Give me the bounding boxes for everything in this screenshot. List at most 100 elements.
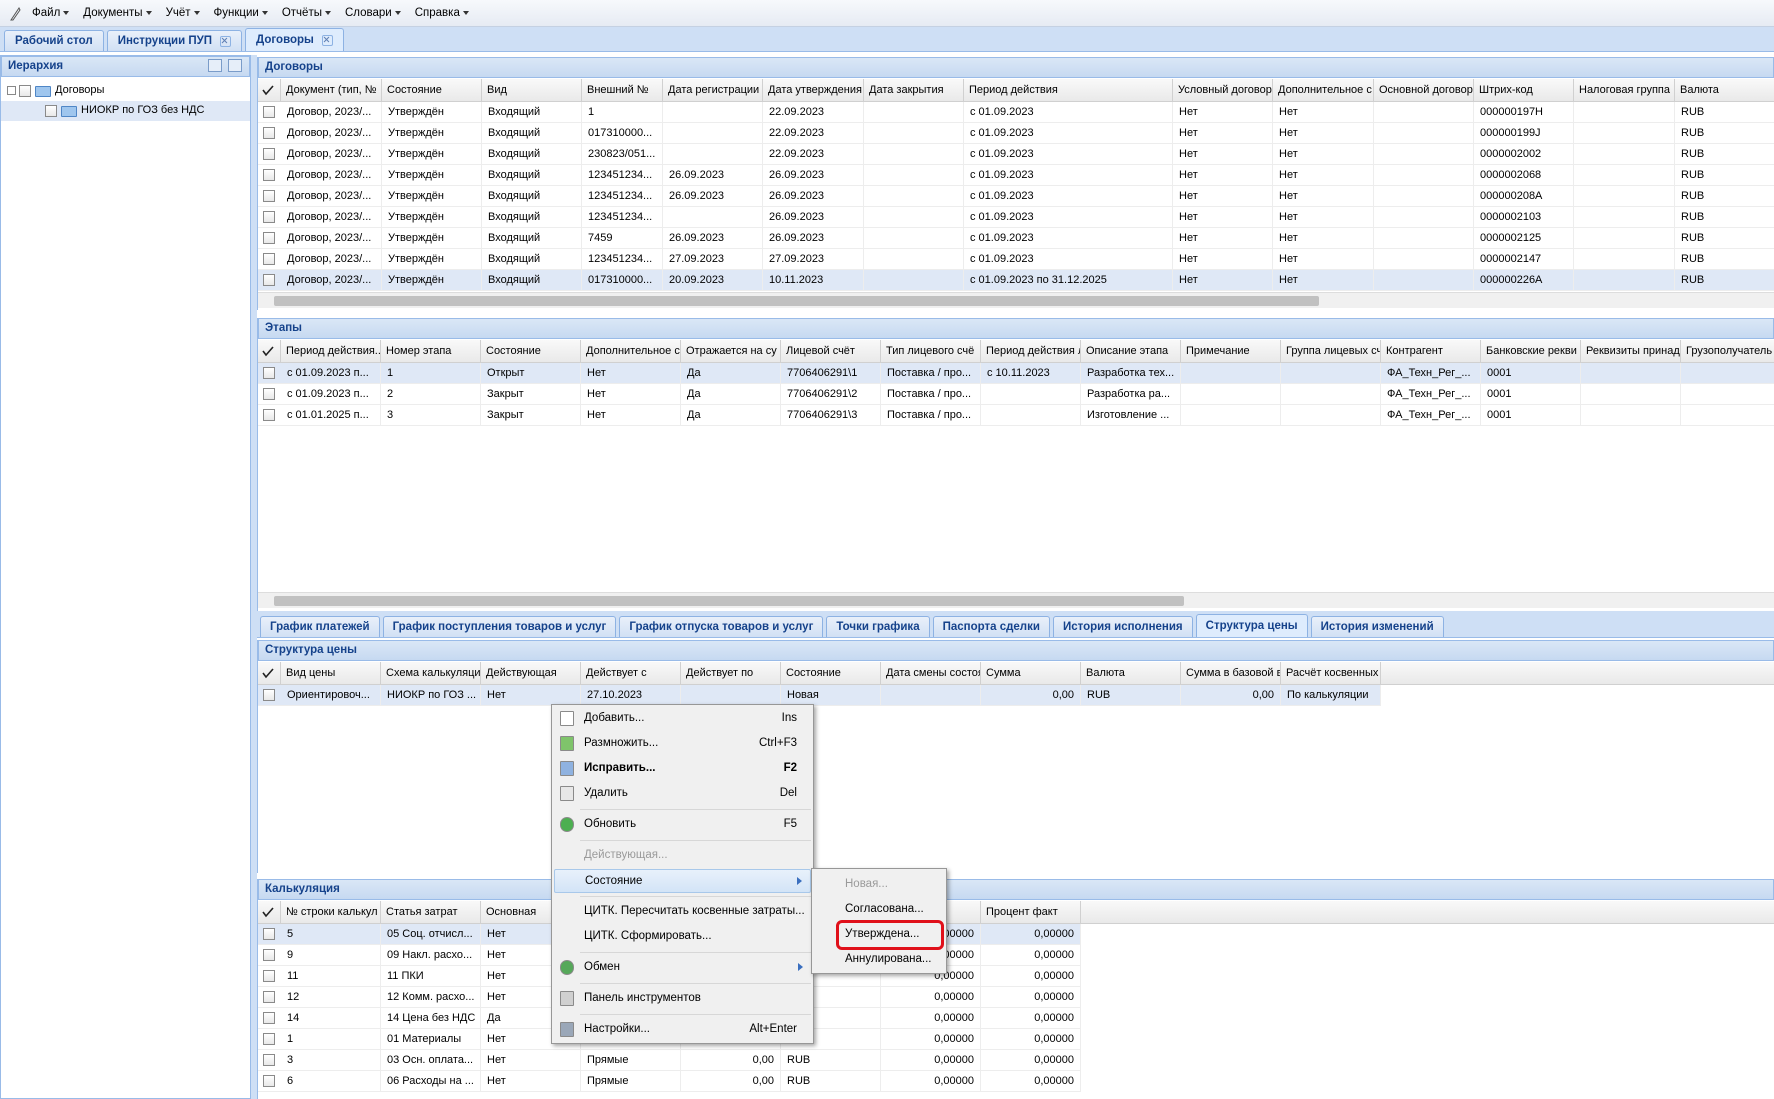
grid-row[interactable]: Ориентировоч... НИОКР по ГОЗ ... Нет 27.10.… [258,685,1381,706]
column-header[interactable]: Валюта [1081,662,1181,685]
grid-row[interactable]: Договор, 2023/... Утверждён Входящий 017310… [258,270,1774,291]
menu-item[interactable]: Учёт [166,7,200,19]
grid-row[interactable]: с 01.09.2023 п... 2 Закрыт Нет Да 7706406291\… [258,384,1774,405]
row-checkbox[interactable] [263,367,275,379]
menu-item[interactable]: Словари [345,7,401,19]
context-menu-item[interactable]: Панель инструментов [554,987,811,1011]
row-checkbox[interactable] [263,1054,275,1066]
horizontal-scrollbar[interactable] [258,292,1774,308]
column-header[interactable]: Состояние [481,340,581,363]
row-checkbox[interactable] [263,232,275,244]
tab[interactable]: Договоры [245,28,344,51]
detail-tab[interactable]: График поступления товаров и услуг [382,616,617,637]
column-header[interactable]: Действующая [481,662,581,685]
menu-item[interactable]: Функции [214,7,268,19]
column-header[interactable]: Процент факт [981,901,1081,924]
context-menu-item[interactable]: Удалить Del [554,782,811,806]
row-checkbox[interactable] [263,190,275,202]
menu-item[interactable]: Отчёты [282,7,331,19]
grid-row[interactable]: Договор, 2023/... Утверждён Входящий 017310… [258,123,1774,144]
tree-node[interactable]: НИОКР по ГОЗ без НДС [1,101,250,121]
collapse-button[interactable] [228,59,242,72]
tab-close[interactable] [321,34,333,46]
column-header[interactable]: Налоговая группа [1574,79,1675,102]
submenu-item[interactable]: Утверждена... [814,923,944,947]
row-checkbox[interactable] [263,253,275,265]
grid-row[interactable]: с 01.09.2023 п... 1 Открыт Нет Да 7706406291\… [258,363,1774,384]
column-header[interactable]: Штрих-код [1474,79,1574,102]
pin-button[interactable] [208,59,222,72]
column-header[interactable]: Вид [482,79,582,102]
column-header[interactable]: Период действия... [281,340,381,363]
column-header[interactable]: Контрагент [1381,340,1481,363]
column-header[interactable]: Лицевой счёт [781,340,881,363]
column-header[interactable]: Дата регистрации [663,79,763,102]
row-checkbox[interactable] [263,211,275,223]
column-header[interactable] [881,901,981,924]
column-header[interactable]: Условный договор [1173,79,1273,102]
row-checkbox[interactable] [263,689,275,701]
detail-tab[interactable]: Паспорта сделки [932,616,1050,637]
row-checkbox[interactable] [263,169,275,181]
row-checkbox[interactable] [263,949,275,961]
submenu-item[interactable]: Аннулирована... [814,948,944,972]
grid-row[interactable]: Договор, 2023/... Утверждён Входящий 123451… [258,186,1774,207]
column-header[interactable]: Основной договор [1374,79,1474,102]
column-header[interactable]: Валюта [1675,79,1774,102]
column-header[interactable]: Дата закрытия [864,79,964,102]
context-menu-item[interactable]: Настройки... Alt+Enter [554,1018,811,1042]
column-header[interactable]: Дата утверждения [763,79,864,102]
tree-node[interactable]: Договоры [1,81,250,101]
column-header[interactable]: Отражается на су [681,340,781,363]
column-header[interactable]: Грузополучатель [1681,340,1774,363]
row-checkbox[interactable] [263,1075,275,1087]
column-header[interactable]: Статья затрат [381,901,481,924]
context-menu-item[interactable]: Состояние [554,869,811,893]
grid-row[interactable]: 3 03 Осн. оплата... Нет Прямые 0,00 RUB 0,0000… [258,1050,1081,1071]
detail-tab[interactable]: Структура цены [1195,614,1308,637]
column-header[interactable]: Дополнительное с [581,340,681,363]
column-header[interactable]: Вид цены [281,662,381,685]
column-header[interactable]: Номер этапа [381,340,481,363]
column-header[interactable]: Группа лицевых сч [1281,340,1381,363]
context-menu-item[interactable]: Обмен [554,956,811,980]
detail-tab[interactable]: История исполнения [1052,616,1193,637]
column-header[interactable]: Тип лицевого счё [881,340,981,363]
scroll-thumb[interactable] [274,596,1184,606]
column-header[interactable]: Сумма [981,662,1081,685]
grid-row[interactable]: 1 01 Материалы Нет 0,00000 0,00000 [258,1029,1081,1050]
column-header[interactable]: № строки калькул [281,901,381,924]
row-checkbox[interactable] [263,274,275,286]
context-menu-item[interactable]: ЦИТК. Сформировать... [554,925,811,949]
tree-checkbox[interactable] [19,85,31,97]
select-all[interactable] [258,340,281,363]
expander[interactable] [7,86,16,95]
select-all[interactable] [258,79,281,102]
select-all[interactable] [258,662,281,685]
splitter[interactable] [251,55,257,1099]
row-checkbox[interactable] [263,991,275,1003]
scroll-thumb[interactable] [274,296,1319,306]
grid-row[interactable]: Договор, 2023/... Утверждён Входящий 123451… [258,165,1774,186]
menu-item[interactable]: Файл [32,7,70,19]
tree-checkbox[interactable] [45,105,57,117]
column-header[interactable]: Документ (тип, № [281,79,382,102]
grid-row[interactable]: Договор, 2023/... Утверждён Входящий 1 22.09… [258,102,1774,123]
row-checkbox[interactable] [263,970,275,982]
column-header[interactable]: Примечание [1181,340,1281,363]
grid-row[interactable]: Договор, 2023/... Утверждён Входящий 123451… [258,207,1774,228]
submenu-item[interactable]: Согласована... [814,898,944,922]
column-header[interactable]: Дата смены состоя [881,662,981,685]
column-header[interactable]: Период действия л [981,340,1081,363]
tab[interactable]: Рабочий стол [4,30,104,51]
context-menu-item[interactable]: Размножить... Ctrl+F3 [554,732,811,756]
context-menu-item[interactable]: ЦИТК. Пересчитать косвенные затраты... [554,900,811,924]
column-header[interactable]: Дополнительное с [1273,79,1374,102]
grid-row[interactable]: с 01.01.2025 п... 3 Закрыт Нет Да 7706406291\… [258,405,1774,426]
row-checkbox[interactable] [263,1012,275,1024]
column-header[interactable]: Расчёт косвенных [1281,662,1381,685]
row-checkbox[interactable] [263,127,275,139]
column-header[interactable]: Внешний № [582,79,663,102]
tab-close[interactable] [220,35,232,47]
column-header[interactable]: Описание этапа [1081,340,1181,363]
